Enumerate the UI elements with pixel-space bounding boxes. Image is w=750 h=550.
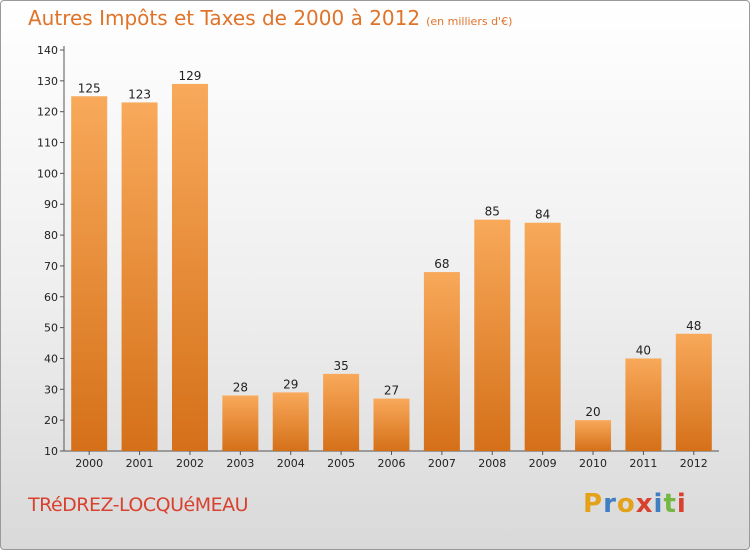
bar-value-label: 68 [434,257,449,271]
bar-2010 [575,420,612,451]
y-tick-label: 100 [37,167,58,180]
bar-value-label: 84 [535,208,550,222]
bar-2011 [625,358,662,451]
x-tick-label: 2002 [176,457,204,470]
logo-letter: P [583,489,604,519]
logo-letter: t [663,489,677,519]
y-tick-label: 70 [44,260,58,273]
y-tick-label: 90 [44,198,58,211]
x-tick-label: 2000 [75,457,103,470]
bar-2012 [675,333,712,451]
y-tick-label: 130 [37,75,58,88]
bar-value-label: 85 [485,205,500,219]
bar-2003 [222,395,259,451]
bar-2004 [272,392,309,451]
place-name: TRéDREZ-LOCQUéMEAU [28,494,249,516]
x-tick-label: 2008 [478,457,506,470]
y-tick-label: 20 [44,414,58,427]
logo-letter: i [676,489,687,519]
y-tick-label: 50 [44,322,58,335]
logo-letter: r [603,489,617,519]
bar-value-label: 123 [128,87,151,101]
x-tick-label: 2006 [378,457,406,470]
y-tick-label: 140 [37,44,58,57]
bar-2008 [474,219,511,451]
x-tick-label: 2011 [629,457,657,470]
bar-value-label: 125 [78,81,101,95]
bar-value-label: 20 [585,405,600,419]
bar-2005 [323,373,360,451]
logo-letter: x [635,489,654,519]
bar-2007 [423,272,460,451]
y-tick-label: 120 [37,106,58,119]
chart-title-text: Autres Impôts et Taxes de 2000 à 2012 [28,6,421,30]
bar-2002 [171,83,208,451]
x-tick-label: 2003 [226,457,254,470]
x-tick-label: 2010 [579,457,607,470]
bar-value-label: 27 [384,384,399,398]
bar-2009 [524,222,561,451]
y-tick-label: 40 [44,352,58,365]
bar-value-label: 29 [283,377,298,391]
x-tick-label: 2012 [680,457,708,470]
x-tick-label: 2004 [277,457,305,470]
bar-value-label: 28 [233,380,248,394]
bar-value-label: 35 [333,359,348,373]
bar-value-label: 48 [686,319,701,333]
y-tick-label: 80 [44,229,58,242]
x-tick-label: 2005 [327,457,355,470]
bar-2006 [373,398,410,451]
logo-letter: o [616,489,636,519]
y-tick-label: 10 [44,445,58,458]
chart-unit: (en milliers d'€) [426,15,513,28]
y-tick-label: 30 [44,383,58,396]
bar-value-label: 40 [636,343,651,357]
bar-2000 [71,96,108,452]
y-tick-label: 60 [44,291,58,304]
x-tick-label: 2001 [126,457,154,470]
bar-2001 [121,102,158,451]
bar-value-label: 129 [179,69,202,83]
logo-letter: i [653,489,664,519]
chart-bars [71,83,712,452]
y-tick-label: 110 [37,137,58,150]
x-tick-label: 2009 [529,457,557,470]
proxiti-logo[interactable]: Proxiti [583,489,687,519]
chart-title: Autres Impôts et Taxes de 2000 à 2012 (en… [28,6,512,30]
chart-labels: 125 2000 123 2001 129 2002 28 2003 29 2004 35 2005 2… [75,69,708,470]
x-tick-label: 2007 [428,457,456,470]
